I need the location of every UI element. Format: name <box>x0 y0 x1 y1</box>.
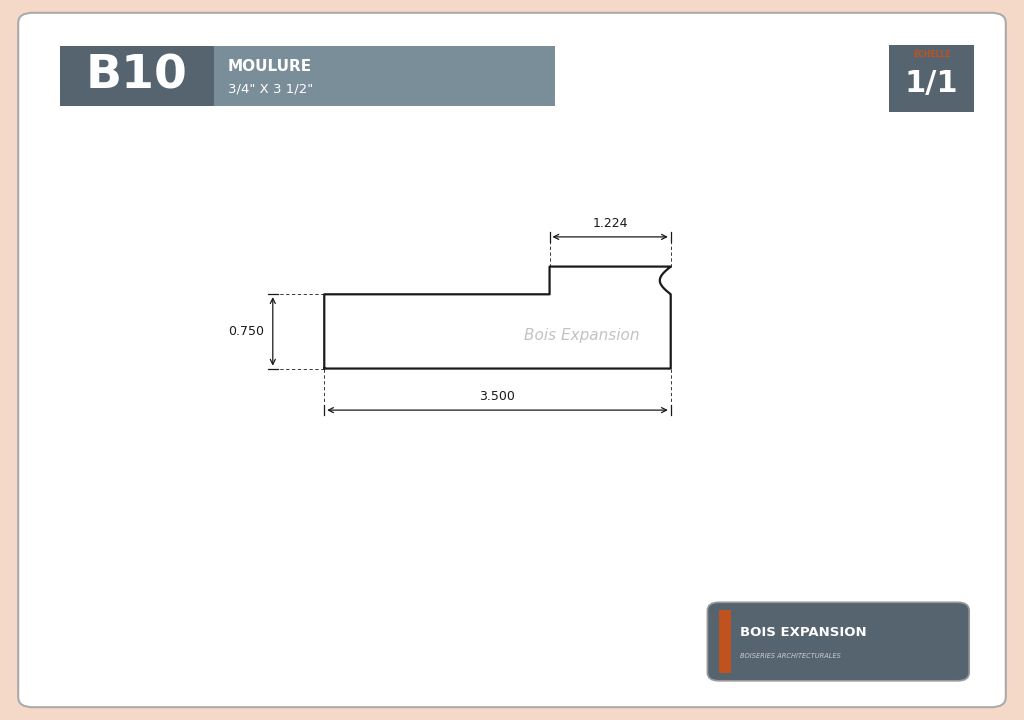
Bar <box>59 46 214 106</box>
Text: ÉCHELLE: ÉCHELLE <box>912 50 950 58</box>
FancyBboxPatch shape <box>708 603 969 681</box>
Text: Bois Expansion: Bois Expansion <box>524 328 639 343</box>
Text: MOULURE: MOULURE <box>228 60 312 74</box>
Text: 3.500: 3.500 <box>479 390 515 403</box>
Text: 0.750: 0.750 <box>228 325 264 338</box>
Bar <box>719 611 731 672</box>
Text: 1.224: 1.224 <box>593 217 628 230</box>
Text: B10: B10 <box>86 53 187 98</box>
Text: 1/1: 1/1 <box>905 69 958 99</box>
Text: BOIS EXPANSION: BOIS EXPANSION <box>740 626 866 639</box>
Bar <box>214 46 555 106</box>
Bar <box>889 45 974 112</box>
Text: BOISERIES ARCHITECTURALES: BOISERIES ARCHITECTURALES <box>740 654 841 660</box>
Text: 3/4" X 3 1/2": 3/4" X 3 1/2" <box>228 83 313 96</box>
FancyBboxPatch shape <box>18 13 1006 707</box>
